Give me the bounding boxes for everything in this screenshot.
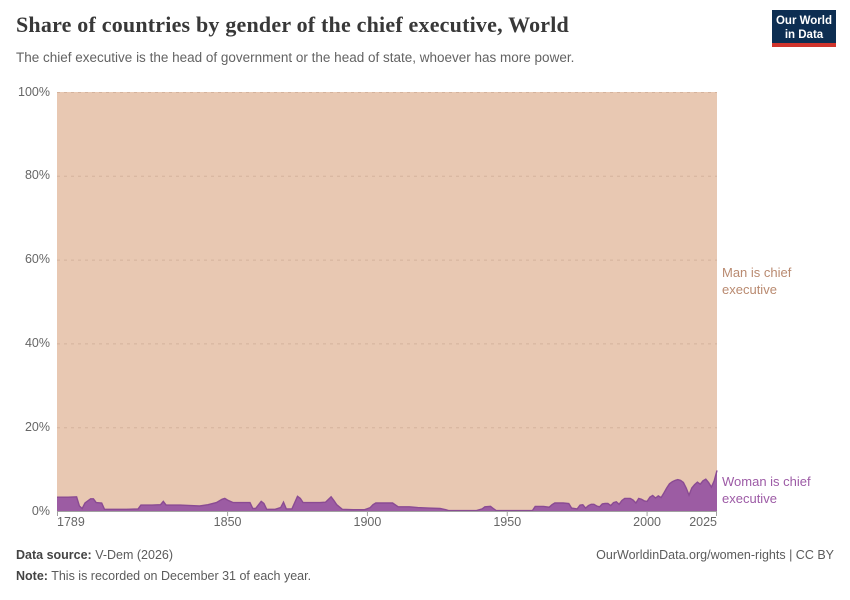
- x-axis-tick-label: 1789: [57, 515, 85, 529]
- note-line: Note: This is recorded on December 31 of…: [16, 569, 311, 583]
- owid-logo-line1: Our World: [775, 15, 832, 27]
- x-axis-tick-label: 1950: [493, 515, 522, 529]
- note-label: Note:: [16, 569, 48, 583]
- y-axis-tick-label: 0%: [31, 503, 50, 518]
- page-title: Share of countries by gender of the chie…: [16, 12, 569, 37]
- data-source-label: Data source:: [16, 548, 92, 562]
- owid-logo[interactable]: Our World in Data: [772, 10, 836, 47]
- x-axis-tick-label: 1900: [353, 515, 382, 529]
- note-value: This is recorded on December 31 of each …: [47, 569, 312, 583]
- y-axis-tick-label: 20%: [24, 419, 50, 434]
- y-axis-tick-label: 80%: [24, 168, 50, 183]
- data-source-line: Data source: V-Dem (2026): [16, 548, 173, 562]
- y-axis-tick-label: 40%: [24, 335, 50, 350]
- plot-area: [57, 92, 718, 516]
- area-woman-is-chief-executive: [57, 470, 717, 511]
- x-axis-tick-label: 2000: [633, 515, 661, 529]
- series-label-woman: Woman is chief executive: [722, 474, 811, 506]
- series-label-man: Man is chief executive: [722, 265, 792, 297]
- y-axis-tick-label: 100%: [18, 84, 50, 99]
- owid-logo-line2: in Data: [784, 29, 824, 42]
- y-axis-tick-label: 60%: [24, 252, 50, 267]
- x-axis-tick-label: 2025: [689, 515, 717, 529]
- x-axis-tick-label: 1850: [213, 515, 242, 529]
- data-source-value: V-Dem (2026): [91, 548, 174, 562]
- area-man-is-chief-executive: [57, 92, 717, 511]
- chart-subtitle: The chief executive is the head of gover…: [16, 50, 575, 65]
- woman-series-line: [57, 470, 718, 512]
- owid-url-link[interactable]: OurWorldinData.org/women-rights | CC BY: [596, 548, 834, 562]
